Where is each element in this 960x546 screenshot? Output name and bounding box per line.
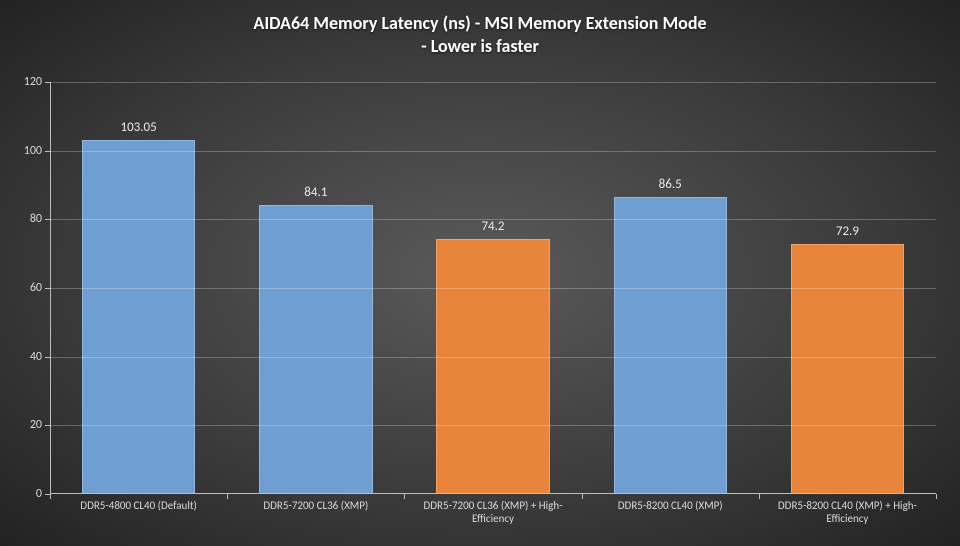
y-tick-mark [45, 82, 50, 83]
grid-line [50, 425, 936, 426]
bar-value-label: 74.2 [481, 219, 504, 234]
x-axis-label: DDR5-8200 CL40 (XMP) + High-Efficiency [759, 494, 936, 546]
bar-value-label: 103.05 [120, 120, 156, 135]
y-tick-mark [45, 425, 50, 426]
x-tick-mark [936, 494, 937, 499]
y-tick-mark [45, 151, 50, 152]
grid-line [50, 82, 936, 83]
grid-line [50, 219, 936, 220]
bar-value-label: 72.9 [836, 224, 859, 239]
x-axis-label: DDR5-7200 CL36 (XMP) [227, 494, 404, 546]
bar: 84.1 [259, 205, 372, 494]
bar-value-label: 84.1 [304, 185, 327, 200]
grid-line [50, 357, 936, 358]
x-axis-label: DDR5-8200 CL40 (XMP) [582, 494, 759, 546]
chart-title: AIDA64 Memory Latency (ns) - MSI Memory … [0, 12, 960, 57]
y-tick-mark [45, 219, 50, 220]
bar-value-label: 86.5 [659, 177, 682, 192]
x-axis-labels: DDR5-4800 CL40 (Default)DDR5-7200 CL36 (… [50, 494, 936, 546]
bar: 86.5 [614, 197, 727, 494]
y-tick-mark [45, 288, 50, 289]
bar: 103.05 [82, 140, 195, 494]
x-axis-label: DDR5-7200 CL36 (XMP) + High-Efficiency [404, 494, 581, 546]
bar: 74.2 [436, 239, 549, 494]
chart-title-line2: - Lower is faster [0, 35, 960, 58]
bar: 72.9 [791, 244, 904, 494]
plot-area: 103.0584.174.286.572.9 020406080100120 [50, 82, 936, 494]
chart-title-line1: AIDA64 Memory Latency (ns) - MSI Memory … [0, 12, 960, 35]
grid-line [50, 151, 936, 152]
x-axis-label: DDR5-4800 CL40 (Default) [50, 494, 227, 546]
y-tick-mark [45, 357, 50, 358]
grid-line [50, 288, 936, 289]
